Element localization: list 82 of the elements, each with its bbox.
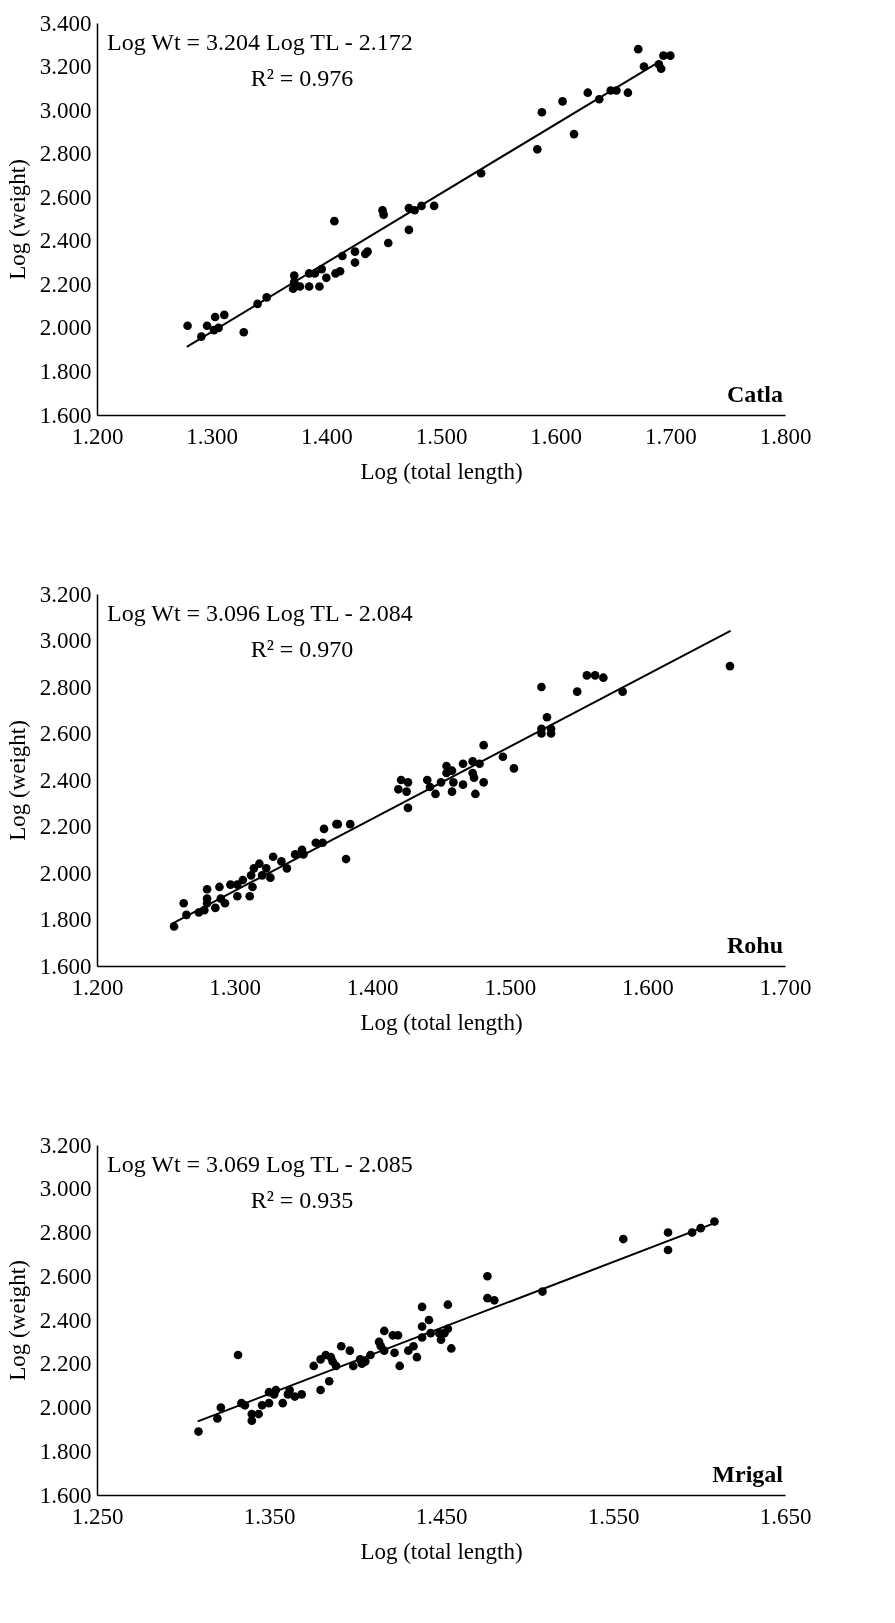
x-axis-title: Log (total length): [360, 1009, 523, 1035]
point: [219, 310, 229, 320]
x-tick-label: 1.650: [759, 1503, 812, 1529]
x-tick-label: 1.300: [186, 423, 239, 449]
point: [295, 282, 305, 291]
y-tick-label: 2.000: [39, 315, 92, 341]
point: [350, 258, 360, 267]
point: [183, 321, 192, 331]
y-tick-label: 3.000: [39, 1176, 92, 1202]
point: [429, 201, 439, 211]
point: [379, 210, 388, 219]
y-tick-label: 2.600: [39, 184, 92, 210]
y-tick-label: 3.200: [39, 1132, 92, 1158]
y-tick-label: 3.000: [39, 628, 92, 653]
y-axis-title: Log (weight): [4, 1260, 30, 1381]
point: [583, 88, 593, 98]
y-tick-label: 2.600: [39, 721, 92, 746]
y-tick-label: 2.400: [39, 1307, 92, 1333]
point: [239, 327, 249, 337]
point: [633, 44, 643, 54]
x-tick-label: 1.350: [243, 1503, 296, 1529]
annotation: Log Wt = 3.204 Log TL - 2.172: [107, 29, 413, 55]
x-tick-label: 1.800: [759, 423, 812, 449]
y-tick-label: 2.400: [39, 767, 92, 793]
y-axis-title: Log (weight): [4, 159, 30, 280]
x-tick-label: 1.300: [209, 974, 261, 1000]
y-tick-label: 2.200: [39, 271, 92, 297]
x-tick-label: 1.550: [587, 1503, 640, 1529]
y-axis-title: Log (weight): [4, 720, 30, 841]
point: [315, 282, 324, 291]
text: Catla: [727, 381, 783, 407]
point: [350, 247, 360, 256]
x-axis-title: Log (total length): [360, 1538, 523, 1564]
x-tick-label: 1.700: [759, 974, 812, 1000]
annotation: Log Wt = 3.069 Log TL - 2.085: [107, 1151, 413, 1177]
point: [666, 51, 675, 60]
point: [532, 144, 542, 154]
point: [322, 273, 331, 283]
annotation: R² = 0.976: [250, 65, 354, 91]
point: [304, 282, 314, 291]
y-tick-label: 1.800: [39, 907, 92, 932]
y-tick-label: 1.800: [39, 1438, 92, 1464]
point: [656, 64, 666, 74]
y-tick-label: 2.800: [39, 674, 92, 700]
annotation: R² = 0.970: [250, 636, 354, 662]
x-axis-title: Log (total length): [360, 458, 523, 484]
x-tick-label: 1.500: [484, 974, 537, 1000]
point: [569, 129, 579, 139]
x-tick-label: 1.500: [415, 423, 468, 449]
y-tick-label: 2.000: [39, 1395, 92, 1420]
x-tick-label: 1.700: [644, 423, 697, 449]
y-tick-label: 2.600: [39, 1263, 92, 1289]
y-tick-label: 3.400: [39, 10, 92, 36]
point: [558, 97, 567, 106]
text: Rohu: [726, 932, 783, 958]
point: [202, 321, 212, 331]
y-tick-label: 2.200: [39, 1351, 92, 1377]
annotation: Log Wt = 3.096 Log TL - 2.084: [107, 600, 413, 626]
y-tick-label: 2.200: [39, 814, 92, 839]
y-tick-label: 3.200: [39, 581, 92, 607]
point: [623, 88, 633, 98]
y-tick-label: 2.400: [39, 228, 92, 254]
point: [335, 266, 345, 276]
point: [210, 312, 220, 322]
point: [537, 107, 547, 117]
y-tick-label: 2.000: [39, 860, 92, 886]
y-tick-label: 2.800: [39, 141, 92, 167]
point: [404, 225, 414, 235]
x-tick-label: 1.400: [346, 974, 399, 1000]
text: Mrigal: [712, 1461, 784, 1487]
y-tick-label: 1.800: [39, 358, 92, 384]
annotation: R² = 0.935: [250, 1187, 354, 1213]
y-tick-label: 3.200: [39, 54, 92, 80]
x-tick-label: 1.450: [415, 1503, 468, 1529]
x-tick-label: 1.600: [530, 423, 583, 449]
x-tick-label: 1.400: [300, 423, 353, 449]
point: [288, 284, 298, 294]
x-tick-label: 1.600: [622, 974, 674, 1000]
point: [330, 216, 339, 226]
y-tick-label: 3.000: [39, 97, 92, 123]
point: [383, 238, 393, 248]
y-tick-label: 2.800: [39, 1220, 92, 1245]
